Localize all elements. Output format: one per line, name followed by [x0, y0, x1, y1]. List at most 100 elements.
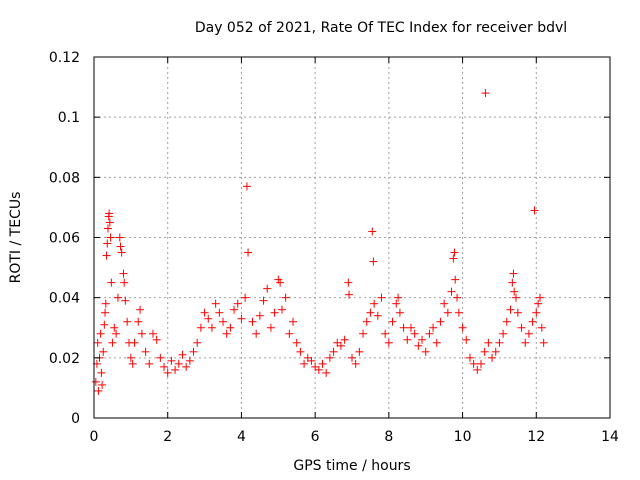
data-point [399, 323, 408, 332]
data-point [167, 356, 176, 365]
y-tick-label: 0.02 [49, 351, 80, 367]
data-point [530, 206, 539, 215]
data-point [307, 356, 316, 365]
data-point [377, 293, 386, 302]
data-point [406, 323, 415, 332]
data-point [152, 335, 161, 344]
data-point [94, 386, 103, 395]
data-point [106, 233, 115, 242]
data-point [130, 338, 139, 347]
x-tick-label: 10 [454, 429, 472, 445]
data-point [123, 317, 132, 326]
data-point [219, 317, 227, 326]
data-point [292, 338, 301, 347]
data-point [113, 293, 122, 302]
data-point [97, 368, 106, 377]
data-point [189, 347, 198, 356]
data-point [120, 278, 129, 287]
data-point [477, 359, 485, 368]
data-point [509, 269, 518, 278]
data-point [185, 356, 194, 365]
data-point [508, 278, 517, 287]
data-point [300, 359, 309, 368]
x-tick-label: 8 [384, 429, 393, 445]
data-point [102, 251, 111, 260]
data-point [336, 341, 345, 350]
data-point [502, 317, 511, 326]
data-point [532, 308, 541, 317]
data-point [495, 338, 504, 347]
data-point [281, 293, 290, 302]
x-tick-label: 4 [237, 429, 246, 445]
data-point [270, 308, 279, 317]
data-point [248, 317, 257, 326]
data-points [91, 89, 548, 395]
data-point [285, 329, 294, 338]
data-point [453, 293, 462, 302]
data-point [524, 329, 533, 338]
data-point [462, 335, 471, 344]
data-point [362, 317, 371, 326]
data-point [469, 359, 478, 368]
data-point [344, 278, 353, 287]
data-point [148, 329, 157, 338]
data-point [141, 347, 150, 356]
data-point [443, 308, 452, 317]
data-point [178, 350, 187, 359]
data-point [314, 365, 323, 374]
plot-frame [93, 56, 611, 419]
data-point [259, 296, 268, 305]
y-axis-label: ROTI / TECUs [8, 192, 24, 284]
data-point [510, 287, 519, 296]
data-point [370, 299, 379, 308]
data-point [266, 323, 275, 332]
data-point [458, 323, 467, 332]
data-point [329, 347, 338, 356]
data-point [447, 287, 456, 296]
data-point [534, 299, 543, 308]
data-point [473, 365, 482, 374]
y-tick-label: 0.06 [49, 231, 80, 247]
data-point [107, 278, 116, 287]
data-point [182, 362, 191, 371]
y-tick-label: 0.08 [49, 170, 80, 186]
data-point [134, 317, 143, 326]
data-point [296, 347, 305, 356]
data-point [136, 305, 145, 314]
data-point [421, 347, 430, 356]
data-point [499, 329, 508, 338]
data-point [237, 314, 246, 323]
data-point [454, 308, 463, 317]
data-point [517, 323, 526, 332]
x-tick-label: 6 [311, 429, 320, 445]
data-point [160, 362, 169, 371]
data-point [465, 353, 474, 362]
data-point [289, 317, 298, 326]
data-point [355, 347, 364, 356]
data-point [233, 299, 242, 308]
data-point [145, 359, 154, 368]
data-point [488, 353, 497, 362]
data-point [348, 353, 356, 362]
data-point [121, 296, 130, 305]
data-point [200, 308, 209, 317]
data-point [512, 293, 521, 302]
data-point [163, 368, 172, 377]
data-point [204, 314, 213, 323]
data-point [359, 329, 368, 338]
data-point [263, 284, 272, 293]
data-point [207, 323, 216, 332]
data-point [100, 320, 109, 329]
y-tick-label: 0.12 [49, 50, 80, 66]
data-point [277, 305, 286, 314]
data-point [137, 329, 146, 338]
data-point [318, 359, 327, 368]
data-point [99, 347, 108, 356]
data-point [110, 323, 119, 332]
data-point [98, 380, 107, 389]
data-point [103, 239, 112, 248]
data-point [384, 338, 393, 347]
data-point [93, 338, 102, 347]
data-point [112, 329, 121, 338]
